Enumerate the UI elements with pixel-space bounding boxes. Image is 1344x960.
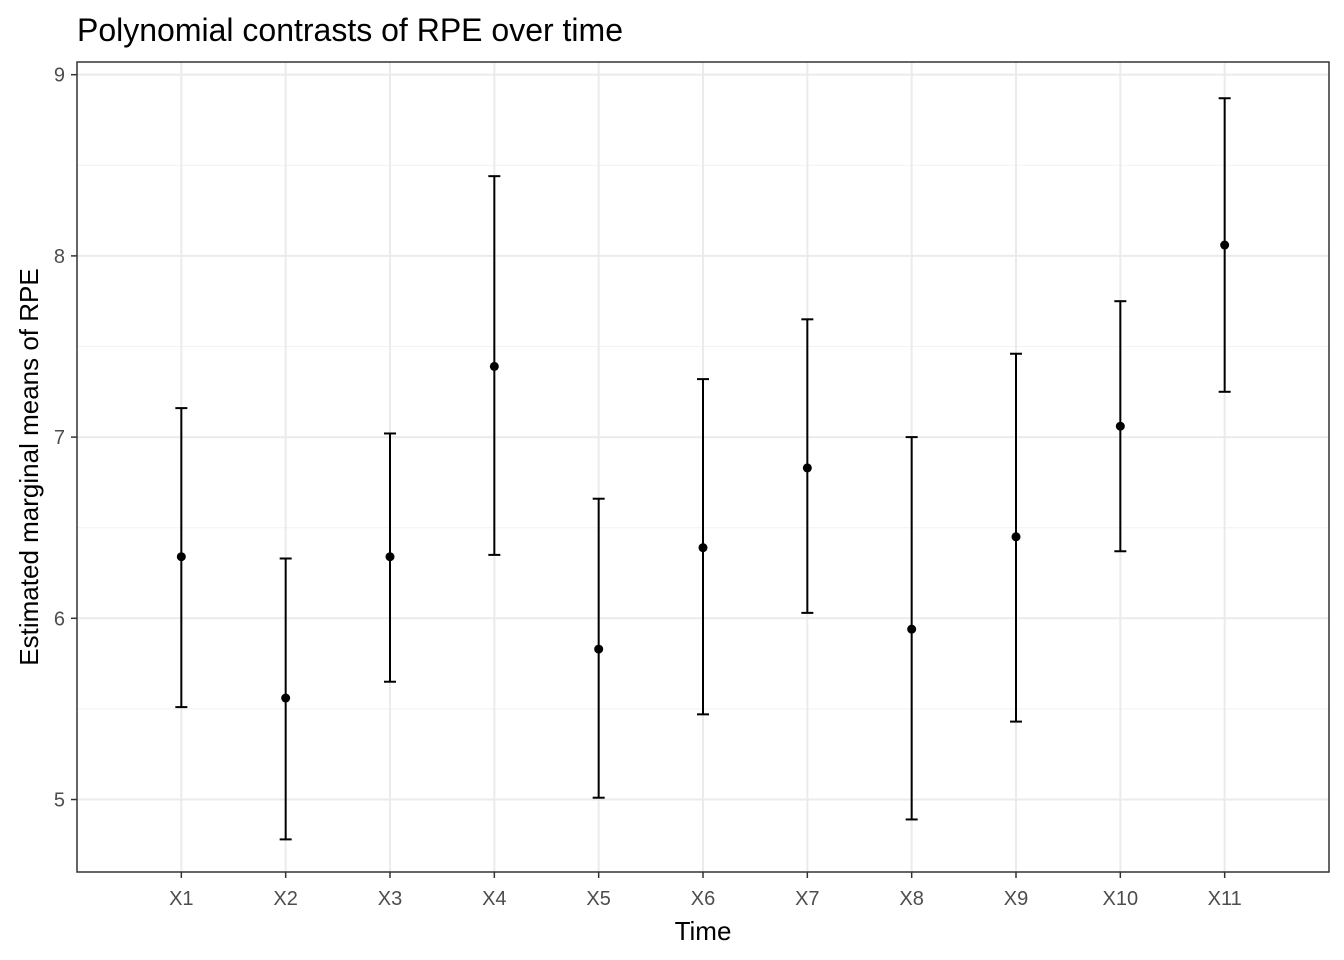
errorbar-x9	[1010, 352, 1022, 723]
chart-title: Polynomial contrasts of RPE over time	[77, 12, 623, 48]
mean-point	[489, 361, 499, 371]
y-tick-label: 6	[54, 608, 65, 630]
mean-point	[176, 552, 186, 562]
errorbar-x1	[175, 407, 188, 709]
mean-point	[1011, 532, 1021, 542]
mean-point	[594, 644, 604, 654]
x-tick-label: X10	[1103, 888, 1139, 910]
errorbar-x4	[488, 175, 501, 556]
x-tick-label: X9	[1004, 888, 1028, 910]
errorbar-x8	[905, 436, 918, 821]
errorbar-x11	[1218, 97, 1231, 393]
errorbar-x7	[801, 318, 814, 614]
data-marks	[175, 97, 1231, 841]
x-tick-label: X5	[586, 888, 610, 910]
mean-point	[698, 543, 708, 553]
mean-point	[1220, 240, 1230, 250]
mean-point	[385, 552, 395, 562]
mean-point	[802, 463, 812, 473]
x-tick-label: X1	[169, 888, 193, 910]
x-tick-label: X3	[378, 888, 402, 910]
errorbar-x2	[279, 557, 292, 841]
errorbar-x3	[384, 432, 396, 683]
errorbar-x10	[1114, 300, 1127, 553]
x-axis-title: Time	[675, 916, 732, 946]
errorbar-x6	[697, 378, 709, 716]
mean-point	[907, 624, 917, 634]
x-tick-label: X11	[1208, 888, 1242, 910]
errorbar-x5	[592, 497, 605, 799]
x-tick-label: X6	[691, 888, 715, 910]
mean-point	[1115, 421, 1125, 431]
x-tick-label: X4	[482, 888, 506, 910]
y-axis-title: Estimated marginal means of RPE	[14, 268, 44, 665]
x-tick-label: X7	[795, 888, 819, 910]
y-tick-label: 7	[54, 427, 65, 449]
x-tick-label: X8	[899, 888, 923, 910]
x-tick-label: X2	[273, 888, 297, 910]
axis-ticks: 5 6 7 8 9 X1 X2 X3 X4 X5 X6 X7 X8 X9 X10 X11	[54, 65, 1242, 910]
y-tick-label: 5	[54, 790, 65, 812]
y-tick-label: 8	[54, 246, 65, 268]
mean-point	[281, 693, 291, 703]
y-tick-label: 9	[54, 65, 65, 87]
